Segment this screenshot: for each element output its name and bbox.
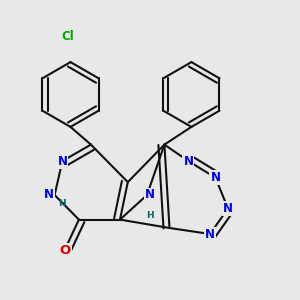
Text: N: N [183,154,194,168]
Text: N: N [205,227,215,241]
Text: N: N [223,202,233,215]
Text: H: H [146,211,154,220]
Text: H: H [58,200,66,208]
Text: Cl: Cl [61,30,74,43]
Text: N: N [44,188,54,202]
Text: O: O [60,244,71,257]
Text: N: N [145,188,155,202]
Text: N: N [210,171,220,184]
Text: N: N [57,154,68,168]
